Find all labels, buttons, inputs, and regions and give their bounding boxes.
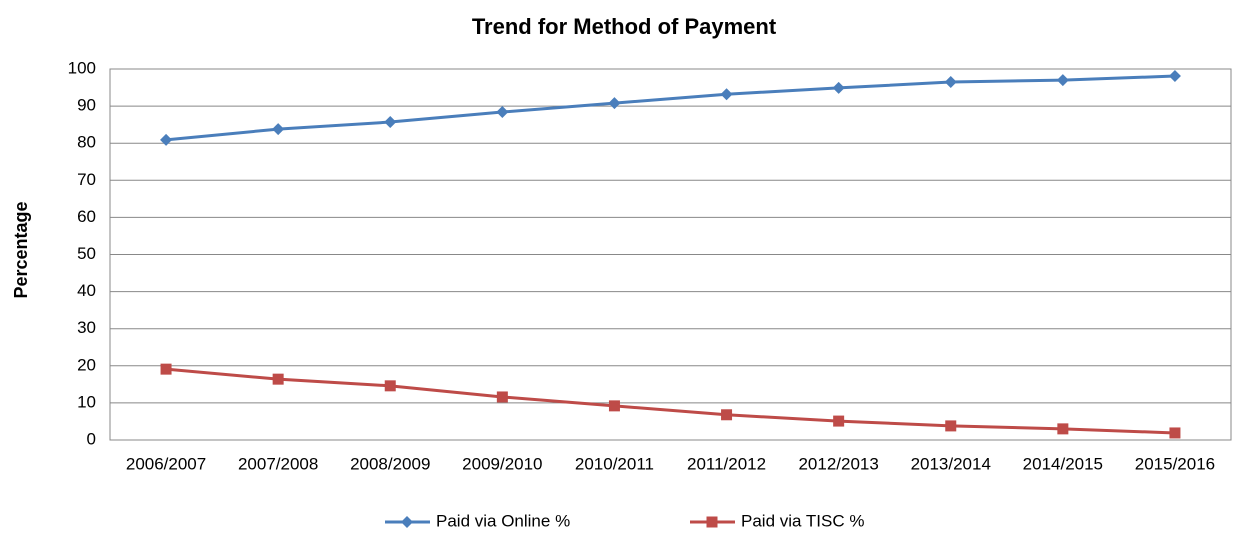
- x-tick-label: 2014/2015: [1023, 454, 1103, 473]
- x-tick-label: 2013/2014: [911, 454, 991, 473]
- marker: [272, 123, 285, 136]
- legend-label: Paid via Online %: [436, 511, 570, 530]
- marker: [1169, 427, 1181, 439]
- marker: [720, 88, 733, 101]
- x-tick-label: 2007/2008: [238, 454, 318, 473]
- series-line: [165, 74, 1176, 142]
- y-tick-label: 30: [77, 318, 96, 337]
- chart-title: Trend for Method of Payment: [472, 14, 777, 39]
- legend-marker: [706, 516, 718, 528]
- x-tick-label: 2010/2011: [575, 454, 654, 473]
- y-tick-label: 50: [77, 244, 96, 263]
- x-tick-label: 2009/2010: [462, 454, 542, 473]
- x-tick-label: 2012/2013: [798, 454, 878, 473]
- y-tick-label: 90: [77, 96, 96, 115]
- y-tick-label: 100: [68, 58, 96, 77]
- marker: [160, 363, 172, 375]
- y-tick-label: 0: [87, 429, 96, 448]
- y-axis-label: Percentage: [11, 201, 31, 298]
- marker: [272, 373, 284, 385]
- marker: [721, 409, 733, 421]
- x-tick-label: 2011/2012: [687, 454, 766, 473]
- y-tick-label: 20: [77, 355, 96, 374]
- marker: [608, 97, 621, 110]
- marker: [496, 391, 508, 403]
- marker: [1057, 423, 1069, 435]
- y-tick-label: 80: [77, 133, 96, 152]
- marker: [832, 81, 845, 94]
- marker: [608, 400, 620, 412]
- y-tick-label: 10: [77, 392, 96, 411]
- marker: [384, 116, 397, 129]
- marker: [160, 133, 173, 146]
- marker: [496, 106, 509, 119]
- x-tick-label: 2006/2007: [126, 454, 206, 473]
- legend-label: Paid via TISC %: [741, 511, 864, 530]
- y-tick-label: 40: [77, 281, 96, 300]
- series-line: [165, 367, 1176, 435]
- x-tick-label: 2008/2009: [350, 454, 430, 473]
- marker: [944, 75, 957, 88]
- marker: [945, 420, 957, 432]
- marker: [1168, 70, 1181, 83]
- plot-border: [109, 68, 1232, 441]
- marker: [384, 380, 396, 392]
- marker: [833, 415, 845, 427]
- y-tick-label: 70: [77, 170, 96, 189]
- y-tick-label: 60: [77, 207, 96, 226]
- marker: [1056, 74, 1069, 87]
- x-tick-label: 2015/2016: [1135, 454, 1215, 473]
- legend-marker: [401, 516, 413, 528]
